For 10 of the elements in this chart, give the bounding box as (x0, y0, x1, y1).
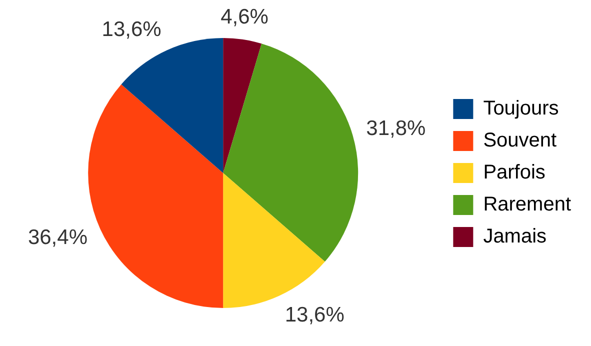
legend-label: Rarement (483, 194, 572, 216)
legend-label: Jamais (483, 226, 547, 248)
legend-label: Toujours (483, 98, 559, 120)
legend-label: Souvent (483, 130, 558, 152)
data-label: 31,8% (366, 116, 426, 140)
legend-label: Parfois (483, 162, 546, 184)
data-label: 13,6% (284, 304, 344, 327)
data-label: 4,6% (220, 5, 268, 28)
data-label: 13,6% (102, 18, 162, 41)
data-label: 36,4% (28, 226, 88, 249)
